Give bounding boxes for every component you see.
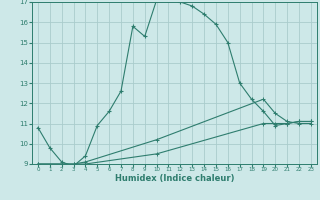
X-axis label: Humidex (Indice chaleur): Humidex (Indice chaleur): [115, 174, 234, 183]
